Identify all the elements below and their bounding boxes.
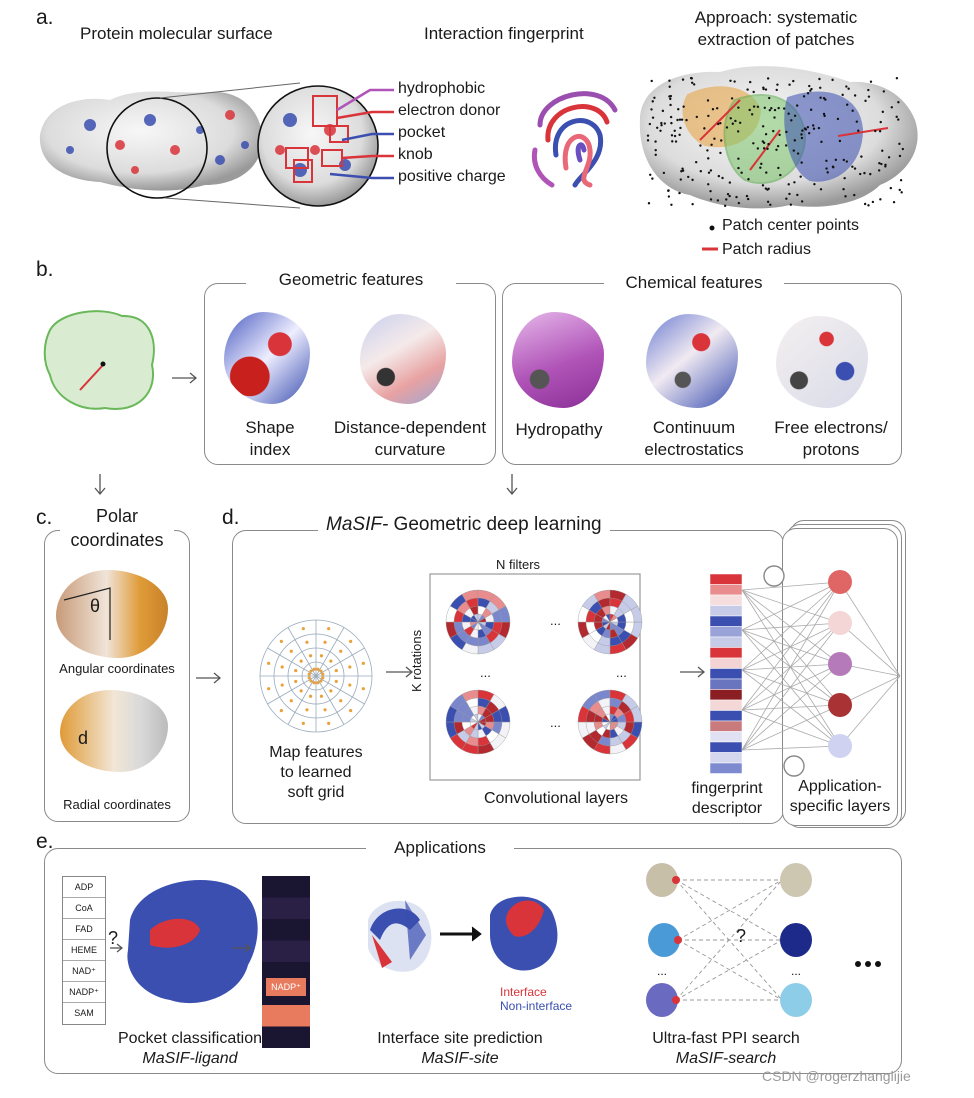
app-layers-2: specific layers <box>789 798 891 815</box>
panel-d-letter: d. <box>222 506 240 529</box>
search-title: Ultra-fast PPI search <box>652 1030 800 1047</box>
panel-a-letter: a. <box>36 6 54 29</box>
d-label: d <box>78 728 89 748</box>
polar-title-2: coordinates <box>60 530 174 551</box>
feature-curvature-1: Distance-dependent <box>333 418 487 437</box>
legend-center: Patch center points <box>722 217 859 234</box>
masif-title: MaSIF- Geometric deep learning <box>318 514 610 536</box>
search-method: MaSIF-search <box>675 1050 777 1067</box>
callout-electron-donor: electron donor <box>398 102 501 119</box>
svg-text:...: ... <box>657 964 667 978</box>
patch-electrostatics <box>646 314 738 408</box>
surface-title: Protein molecular surface <box>80 24 273 43</box>
site-method: MaSIF-site <box>421 1050 499 1067</box>
callout-pocket: pocket <box>398 124 446 141</box>
ligand-list: ADP CoA FAD HEME NAD⁺ NADP⁺ SAM <box>62 876 106 1025</box>
radial-patch <box>60 690 168 772</box>
geometric-title: Geometric features <box>246 270 456 290</box>
down-arrows <box>94 474 518 496</box>
pocket-question: ? <box>108 928 119 948</box>
callout-hydrophobic: hydrophobic <box>398 80 486 97</box>
fingerprint-title: Interaction fingerprint <box>424 24 584 43</box>
non-interface-legend: Non-interface <box>500 999 573 1013</box>
ligand-item: SAM <box>74 1008 94 1018</box>
callout-positive-charge: positive charge <box>398 168 506 185</box>
fingerprint-label-2: descriptor <box>691 800 763 817</box>
map-features-3: soft grid <box>287 784 345 801</box>
theta-label: θ <box>90 596 101 616</box>
watermark: CSDN @rogerzhanglijie <box>762 1068 911 1084</box>
pocket-method: MaSIF-ligand <box>142 1050 238 1067</box>
patch-free-electrons <box>776 316 868 408</box>
angular-patch <box>56 570 168 658</box>
feature-curvature-2: curvature <box>374 440 446 459</box>
ppi-question: ? <box>736 926 747 946</box>
app-layers-1: Application- <box>798 778 882 795</box>
fingerprint-label-1: fingerprint <box>691 780 763 797</box>
map-features-2: to learned <box>280 764 352 781</box>
feature-shape-2: index <box>249 440 291 459</box>
n-filters-label: N filters <box>496 557 541 572</box>
map-features-1: Map features <box>269 744 363 761</box>
approach-title-1: Approach: systematic <box>694 8 858 27</box>
feature-free-electrons-2: protons <box>802 440 860 459</box>
legend-radius: Patch radius <box>722 241 811 258</box>
feature-shape-1: Shape <box>245 418 295 437</box>
pocket-title: Pocket classification <box>117 1030 263 1047</box>
patch-hydropathy <box>512 312 604 408</box>
feature-electrostatics-2: electrostatics <box>644 440 744 459</box>
feature-electrostatics-1: Continuum <box>652 418 736 437</box>
patch-shape-index <box>224 312 310 404</box>
ligand-item: NADP⁺ <box>63 982 105 1003</box>
polar-title-1: Polar <box>60 506 174 527</box>
interface-legend: Interface <box>500 985 547 999</box>
chemical-title: Chemical features <box>604 273 784 293</box>
radial-label: Radial coordinates <box>63 797 171 812</box>
ligand-item: FAD <box>63 919 105 940</box>
ligand-item: NAD⁺ <box>63 961 105 982</box>
ellipsis-2: ... <box>550 715 561 730</box>
feature-free-electrons-1: Free electrons/ <box>774 418 888 437</box>
ellipsis-4: ... <box>616 665 627 680</box>
site-title: Interface site prediction <box>377 1030 543 1047</box>
panel-e-letter: e. <box>36 830 54 853</box>
ligand-item: HEME <box>63 940 105 961</box>
panel-c-letter: c. <box>36 506 53 529</box>
callout-knob: knob <box>398 146 433 163</box>
approach-title-2: extraction of patches <box>697 30 855 49</box>
nadp-highlight: NADP⁺ <box>266 978 306 996</box>
ellipsis-1: ... <box>550 613 561 628</box>
ligand-item: ADP <box>63 877 105 898</box>
feature-hydropathy: Hydropathy <box>515 420 603 439</box>
angular-label: Angular coordinates <box>59 661 175 676</box>
applications-title: Applications <box>366 838 514 858</box>
svg-text:...: ... <box>791 964 801 978</box>
ellipsis-3: ... <box>480 665 491 680</box>
patch-curvature <box>360 314 446 404</box>
panel-b-letter: b. <box>36 258 54 281</box>
conv-layers-label: Convolutional layers <box>483 790 629 807</box>
feature-patches-graphic <box>43 310 198 410</box>
ligand-item: CoA <box>63 898 105 919</box>
protein-surface-graphic <box>39 66 918 251</box>
mlp-graphic <box>196 565 901 781</box>
